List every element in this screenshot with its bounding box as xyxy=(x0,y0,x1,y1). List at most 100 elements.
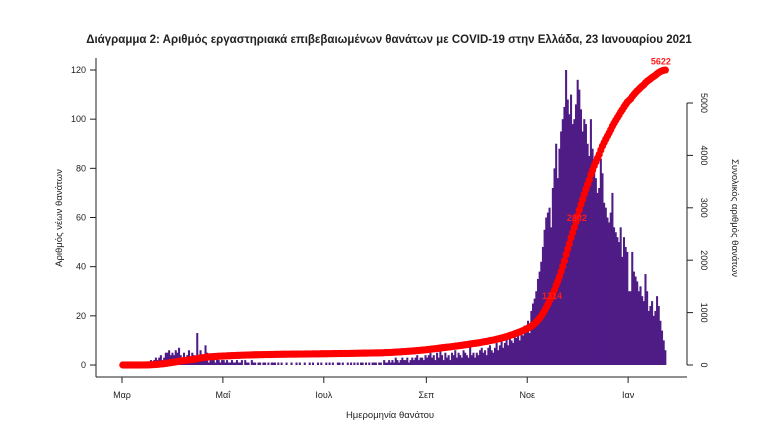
y-tick-label: 120 xyxy=(71,65,86,75)
bar xyxy=(257,362,260,365)
bar xyxy=(388,360,391,365)
bar xyxy=(639,286,642,365)
bar xyxy=(259,362,262,365)
bar xyxy=(507,345,510,365)
bar xyxy=(586,143,589,365)
bar xyxy=(553,168,556,365)
x-tick-label: Ιουλ xyxy=(315,390,332,400)
bar xyxy=(371,362,374,365)
bar xyxy=(469,345,472,365)
x-ticks: Μαρ Μαΐ Ιουλ Σεπ Νοε Ιαν xyxy=(113,377,635,400)
x-tick-label: Νοε xyxy=(519,390,535,400)
curve-point xyxy=(575,206,583,214)
bar xyxy=(399,360,402,365)
bar xyxy=(517,333,520,365)
bar xyxy=(247,362,250,365)
y-tick-label: 20 xyxy=(76,311,86,321)
bar xyxy=(558,148,561,365)
bar xyxy=(474,357,477,365)
bar xyxy=(350,362,353,365)
bar xyxy=(523,325,526,365)
bar xyxy=(522,335,525,365)
x-tick-label: Ιαν xyxy=(622,390,635,400)
bar xyxy=(603,202,606,365)
bar xyxy=(606,217,609,365)
bar xyxy=(518,340,521,365)
bar xyxy=(285,362,288,365)
bar xyxy=(168,350,171,365)
bar xyxy=(202,360,205,365)
bar xyxy=(637,291,640,365)
curve-point xyxy=(565,239,574,248)
bar xyxy=(277,362,280,365)
bar xyxy=(386,362,389,365)
bar xyxy=(412,360,415,365)
chart-title: Διάγραμμα 2: Αριθμός εργαστηριακά επιβεβ… xyxy=(86,34,692,46)
bar xyxy=(421,357,424,365)
bar xyxy=(379,362,382,365)
bar xyxy=(661,330,664,365)
bar xyxy=(419,357,422,365)
bar xyxy=(452,355,455,365)
bar xyxy=(472,352,475,365)
bar xyxy=(389,362,392,365)
bar xyxy=(272,362,275,365)
bar xyxy=(651,301,654,365)
bar xyxy=(581,131,584,365)
bar xyxy=(406,357,409,365)
bar xyxy=(404,360,407,365)
bar xyxy=(230,360,234,365)
bar xyxy=(565,70,568,365)
bar xyxy=(652,315,655,365)
bar xyxy=(497,350,500,365)
bar xyxy=(346,362,349,365)
bar xyxy=(254,362,257,365)
curve-point xyxy=(574,212,582,220)
bar xyxy=(166,352,169,365)
y2-tick-label: 5000 xyxy=(699,93,709,113)
bar xyxy=(394,357,397,365)
bar xyxy=(656,296,659,365)
curve-point xyxy=(559,262,567,270)
bar xyxy=(634,276,637,365)
bar xyxy=(159,355,162,365)
bar xyxy=(391,360,394,365)
bar xyxy=(484,350,487,365)
bar xyxy=(426,357,429,365)
y2-ticks: 0 1000 2000 3000 4000 5000 xyxy=(687,93,709,368)
y-tick-label: 0 xyxy=(81,360,86,370)
bar xyxy=(245,362,248,365)
bar xyxy=(657,306,660,365)
bar xyxy=(487,347,490,365)
bar xyxy=(222,360,225,365)
curve-point xyxy=(560,257,569,265)
bar xyxy=(383,360,386,365)
curve-point xyxy=(562,250,570,259)
bar xyxy=(535,291,538,365)
bar xyxy=(654,310,657,365)
bar xyxy=(227,362,230,365)
bar xyxy=(364,362,367,365)
bar xyxy=(477,355,480,365)
bar xyxy=(422,360,425,365)
bar xyxy=(528,333,531,365)
bar xyxy=(467,357,470,365)
bar xyxy=(214,362,217,365)
bar xyxy=(508,335,511,365)
bar xyxy=(396,360,399,365)
bar xyxy=(427,355,430,365)
bar xyxy=(216,357,219,365)
bar xyxy=(237,362,240,365)
bar xyxy=(548,207,551,365)
bar xyxy=(409,360,412,365)
bar xyxy=(485,355,488,365)
bar xyxy=(566,99,569,365)
y-tick-label: 100 xyxy=(71,114,86,124)
bar xyxy=(488,345,492,365)
bar xyxy=(505,337,508,365)
bar xyxy=(290,362,293,365)
bar xyxy=(561,119,564,366)
x-tick-label: Μαρ xyxy=(113,390,131,400)
bar xyxy=(662,340,665,365)
bar xyxy=(626,251,629,365)
